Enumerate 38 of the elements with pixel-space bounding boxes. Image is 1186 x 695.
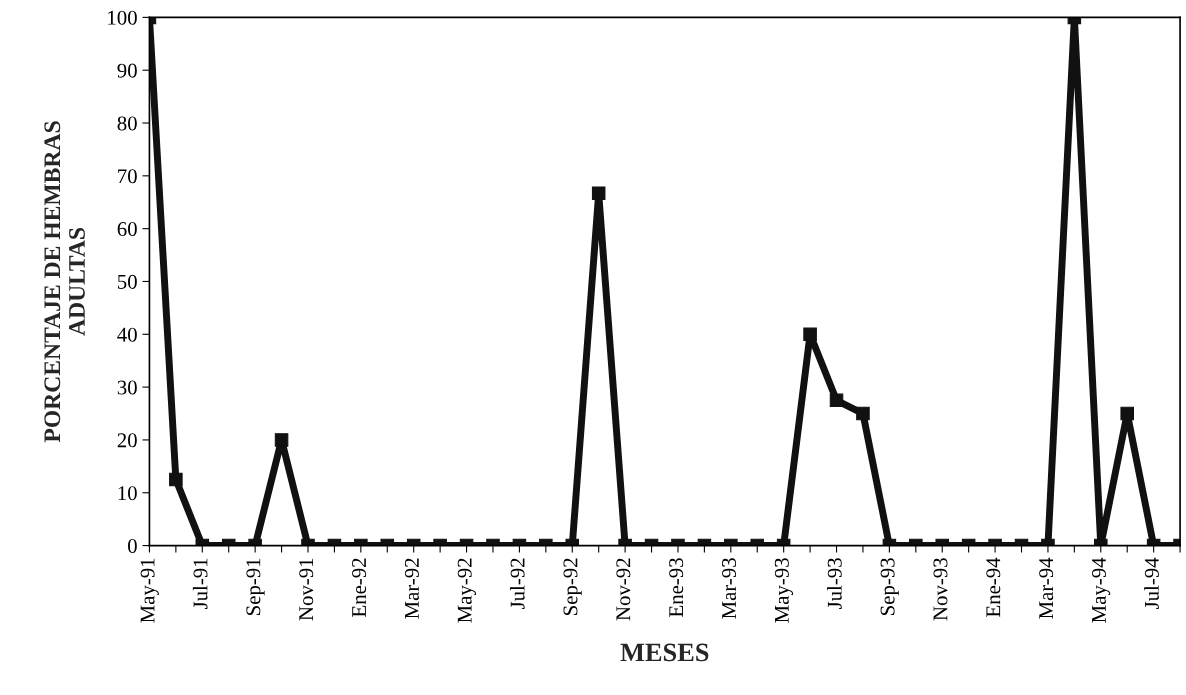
point xyxy=(829,393,844,408)
y-tick-label: 90 xyxy=(117,63,137,78)
x-tick-label: Jul-91 xyxy=(192,558,208,610)
y-axis-title: PORCENTAJE DE HEMBRAS ADULTAS xyxy=(44,121,85,443)
x-tick-label: Nov-92 xyxy=(616,558,631,621)
y-tick-label: 10 xyxy=(118,486,137,501)
x-tick-label: Nov-91 xyxy=(299,558,314,621)
point xyxy=(1120,406,1134,421)
point xyxy=(803,327,817,342)
y-tick-label: 40 xyxy=(117,327,137,342)
point xyxy=(591,186,606,201)
x-tick-label: Mar-92 xyxy=(404,558,419,619)
x-tick-label: May-93 xyxy=(774,558,794,623)
y-tick-label: 80 xyxy=(117,116,137,131)
x-axis-title: MESES xyxy=(620,643,709,662)
x-tick-label: May-92 xyxy=(457,558,476,623)
x-tick-label: May-94 xyxy=(1091,557,1111,623)
x-tick-label: Jul-94 xyxy=(1144,557,1159,610)
x-tick-label: Sep-91 xyxy=(246,558,265,616)
y-tick-label: 100 xyxy=(108,10,137,25)
point xyxy=(856,406,870,421)
x-tick-label: Sep-93 xyxy=(880,558,899,616)
y-tick-label: 30 xyxy=(117,380,137,395)
x-tick-label: Jul-92 xyxy=(509,558,525,610)
x-tick-label: Ene-94 xyxy=(986,557,1001,617)
x-tick-label: Mar-94 xyxy=(1039,557,1054,619)
y-tick-label: 20 xyxy=(117,433,137,448)
x-tick-label: Ene-93 xyxy=(669,558,684,617)
y-tick-label: 60 xyxy=(117,222,137,237)
x-tick-label: Sep-92 xyxy=(563,558,582,616)
y-tick-label: 70 xyxy=(118,169,137,184)
x-tick-label: Mar-93 xyxy=(722,558,737,619)
y-tick-label: 0 xyxy=(128,538,137,554)
x-tick-label: Ene-92 xyxy=(352,558,367,617)
y-tick-label: 50 xyxy=(118,274,137,289)
x-tick-label: May-91 xyxy=(140,558,159,623)
x-tick-label: Nov-93 xyxy=(933,558,948,621)
x-tick-label: Jul-93 xyxy=(827,558,842,610)
